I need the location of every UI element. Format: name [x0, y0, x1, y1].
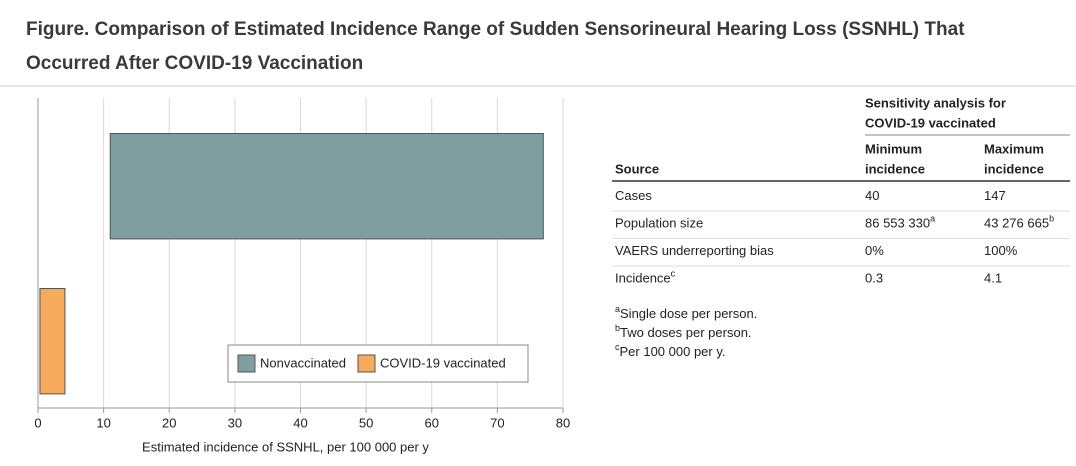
table-cell-text: 147	[984, 188, 1006, 203]
column-header: Source	[615, 161, 659, 176]
group-header: COVID-19 vaccinated	[865, 115, 996, 130]
group-header: Sensitivity analysis for	[865, 95, 1006, 110]
x-tick-label: 40	[293, 415, 307, 430]
range-bar	[39, 288, 66, 395]
superscript: a	[930, 214, 935, 224]
x-tick-label: 80	[556, 415, 570, 430]
footnote-text: Single dose per person.	[620, 306, 757, 321]
legend-swatch	[357, 354, 376, 373]
x-axis-label: Estimated incidence of SSNHL, per 100 00…	[142, 439, 429, 454]
table-cell: 0%	[865, 243, 884, 258]
column-header: incidence	[984, 161, 1044, 176]
superscript: a	[615, 304, 620, 314]
x-tick-label: 0	[34, 415, 41, 430]
legend-label: COVID-19 vaccinated	[380, 355, 506, 370]
x-tick-label: 70	[490, 415, 504, 430]
x-tick-label: 50	[359, 415, 373, 430]
table-cell: 147	[984, 188, 1006, 203]
table-cell: 100%	[984, 243, 1018, 258]
column-header: Maximum	[984, 141, 1044, 156]
chart-title: Figure. Comparison of Estimated Incidenc…	[26, 19, 965, 40]
x-tick-label: 30	[228, 415, 242, 430]
table-cell-text: 100%	[984, 243, 1018, 258]
legend-box	[227, 344, 529, 383]
superscript: b	[615, 323, 620, 333]
footnote: aSingle dose per person.	[615, 304, 757, 321]
superscript: b	[1049, 214, 1054, 224]
x-tick-label: 10	[96, 415, 110, 430]
chart-title: Occurred After COVID-19 Vaccination	[26, 53, 363, 74]
superscript: c	[671, 269, 676, 279]
table-cell: 86 553 330a	[865, 214, 935, 231]
table-cell-text: Population size	[615, 216, 703, 231]
column-header: Minimum	[865, 141, 922, 156]
legend-swatch	[237, 354, 256, 373]
x-tick-label: 60	[425, 415, 439, 430]
table-cell-text: 0.3	[865, 271, 883, 286]
footnote: bTwo doses per person.	[615, 323, 752, 340]
superscript: c	[615, 342, 620, 352]
table-cell: 0.3	[865, 271, 883, 286]
table-cell-text: 4.1	[984, 271, 1002, 286]
footnote-text: Two doses per person.	[620, 325, 752, 340]
legend-label: Nonvaccinated	[260, 355, 346, 370]
table-cell-text: VAERS underreporting bias	[615, 243, 774, 258]
table-cell-text: 40	[865, 188, 879, 203]
table-cell-text: 43 276 665	[984, 216, 1049, 231]
footnote-text: Per 100 000 per y.	[620, 344, 726, 359]
table-cell: 4.1	[984, 271, 1002, 286]
table-cell: 40	[865, 188, 879, 203]
table-cell: VAERS underreporting bias	[615, 243, 774, 258]
table-cell-text: Cases	[615, 188, 652, 203]
table-cell: Cases	[615, 188, 652, 203]
table-cell: Incidencec	[615, 269, 676, 286]
column-header: incidence	[865, 161, 925, 176]
range-bar	[109, 133, 544, 240]
table-cell-text: 86 553 330	[865, 216, 930, 231]
footnote: cPer 100 000 per y.	[615, 342, 726, 359]
table-cell: 43 276 665b	[984, 214, 1054, 231]
x-tick-label: 20	[162, 415, 176, 430]
table-cell: Population size	[615, 216, 703, 231]
table-cell-text: 0%	[865, 243, 884, 258]
table-cell-text: Incidence	[615, 271, 671, 286]
